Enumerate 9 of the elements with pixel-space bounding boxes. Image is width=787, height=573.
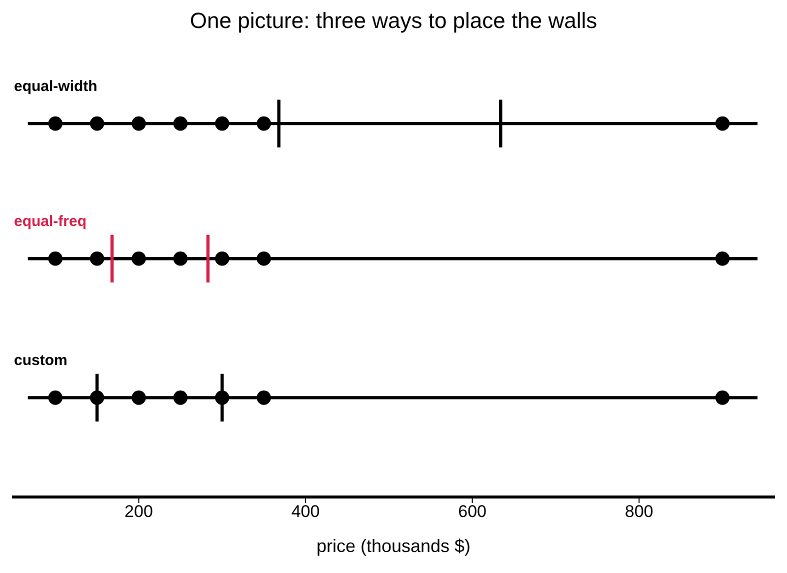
x-tick-label: 600	[458, 502, 486, 522]
series-label: equal-width	[14, 78, 98, 95]
x-tick-label: 800	[624, 502, 654, 522]
series-label: custom	[14, 352, 68, 369]
x-axis-title: price (thousands $)	[315, 536, 472, 557]
series-label: equal-freq	[14, 212, 87, 230]
x-tick-label: 400	[291, 502, 320, 522]
x-tick-label: 200	[124, 502, 153, 522]
chart-title: One picture: three ways to place the walls	[188, 8, 598, 34]
